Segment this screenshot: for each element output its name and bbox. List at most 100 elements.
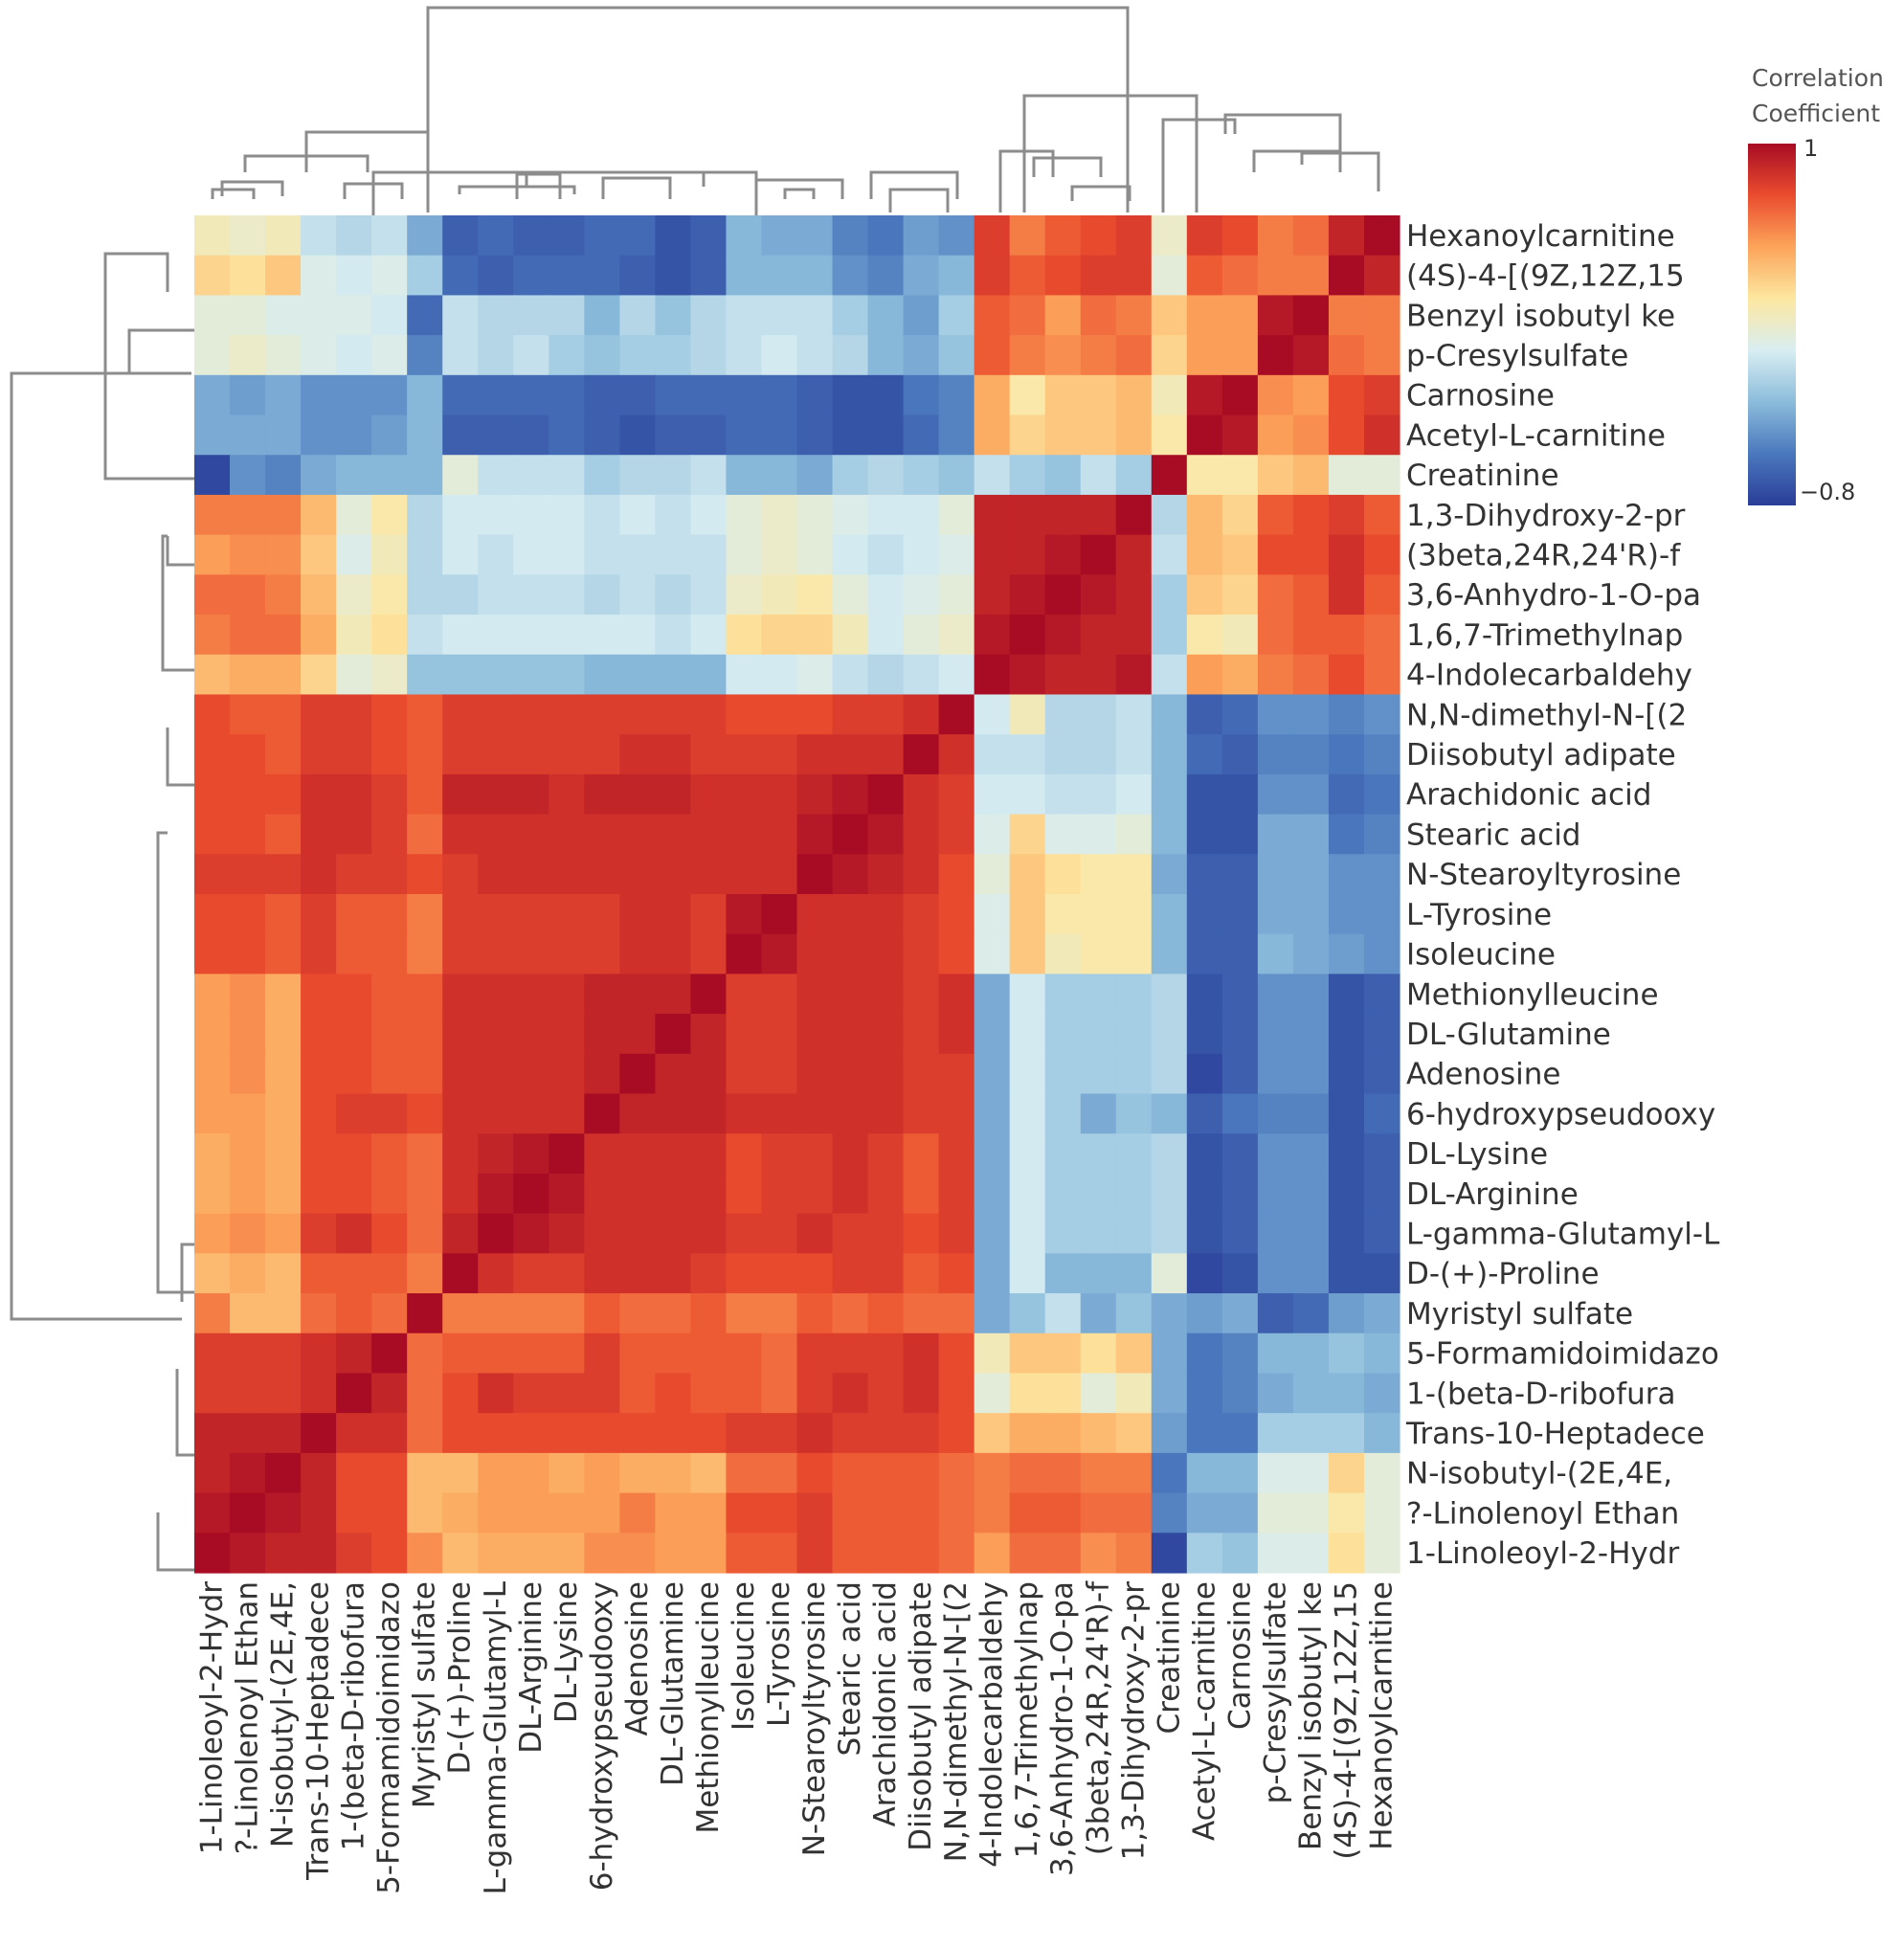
heatmap-cell [867, 1413, 905, 1454]
heatmap-cell [549, 933, 585, 975]
heatmap-cell [549, 534, 585, 575]
heatmap-cell [1009, 534, 1046, 575]
heatmap-cell [1221, 1053, 1259, 1095]
heatmap-cell [655, 1213, 692, 1254]
heatmap-cell [761, 814, 798, 855]
heatmap-cell [584, 615, 620, 656]
heatmap-cell [1257, 1253, 1294, 1294]
heatmap-cell [726, 814, 763, 855]
heatmap-cell [903, 1492, 940, 1534]
heatmap-cell [1044, 1293, 1082, 1334]
heatmap-cell [832, 1533, 869, 1574]
heatmap-cell [1115, 295, 1153, 336]
heatmap-cell [1363, 295, 1400, 336]
heatmap-cell [1328, 1293, 1365, 1334]
heatmap-cell [938, 1293, 975, 1334]
heatmap-cell [761, 1332, 798, 1375]
heatmap-cell [442, 255, 479, 297]
row-label: Acetyl-L-carnitine [1406, 418, 1666, 453]
heatmap-cell [1328, 455, 1365, 496]
heatmap-cell [265, 574, 302, 616]
heatmap-cell [478, 574, 514, 616]
heatmap-cell [230, 814, 266, 855]
heatmap-cell [938, 255, 975, 297]
heatmap-cell [796, 1413, 834, 1454]
colorbar-title-line1: Correlation [1752, 64, 1884, 92]
column-label: 1-(beta-D-ribofura [337, 1581, 371, 1850]
row-label: 1-(beta-D-ribofura [1406, 1377, 1675, 1411]
heatmap-cell [903, 1133, 940, 1175]
heatmap-cell [584, 295, 620, 336]
heatmap-cell [301, 374, 337, 416]
heatmap-cell [1257, 1533, 1294, 1574]
heatmap-cell [478, 1533, 514, 1574]
heatmap-cell [1292, 1173, 1330, 1215]
heatmap-cell [301, 335, 337, 376]
heatmap-cell [690, 1533, 728, 1574]
heatmap-cell [1257, 1373, 1294, 1414]
heatmap-cell [301, 1173, 337, 1215]
heatmap-cell [690, 1173, 728, 1215]
heatmap-cell [301, 894, 337, 935]
heatmap-cell [1328, 335, 1365, 376]
heatmap-cell [265, 215, 302, 257]
heatmap-cell [371, 255, 408, 297]
heatmap-cell [301, 295, 337, 336]
heatmap-cell [442, 1293, 479, 1334]
heatmap-cell [1080, 1133, 1117, 1175]
heatmap-cell [301, 1253, 337, 1294]
heatmap-cell [1151, 534, 1188, 575]
heatmap-cell [442, 814, 479, 855]
heatmap-cell [513, 1413, 549, 1454]
heatmap-cell [265, 615, 302, 656]
heatmap-cell [584, 1413, 620, 1454]
heatmap-cell [513, 734, 549, 775]
heatmap-cell [1009, 814, 1046, 855]
heatmap-cell [796, 894, 834, 935]
column-label: Benzyl isobutyl ke [1293, 1581, 1328, 1850]
heatmap-cell [1151, 574, 1188, 616]
heatmap-cell [194, 374, 231, 416]
heatmap-cell [478, 615, 514, 656]
heatmap-cell [1257, 335, 1294, 376]
heatmap-cell [513, 1053, 549, 1095]
heatmap-cell [513, 1213, 549, 1254]
heatmap-cell [974, 1053, 1011, 1095]
heatmap-cell [867, 894, 905, 935]
heatmap-cell [194, 574, 231, 616]
heatmap-cell [371, 1253, 408, 1294]
heatmap-cell [549, 654, 585, 696]
heatmap-cell [1009, 615, 1046, 656]
heatmap-cell [1363, 1293, 1400, 1334]
heatmap-cell [761, 255, 798, 297]
heatmap-cell [1186, 1093, 1223, 1134]
heatmap-cell [867, 414, 905, 456]
heatmap-cell [1221, 1332, 1259, 1375]
heatmap-cell [974, 1173, 1011, 1215]
heatmap-cell [867, 295, 905, 336]
heatmap-cell [549, 615, 585, 656]
heatmap-cell [1151, 1053, 1188, 1095]
column-label: N,N-dimethyl-N-[(2 [939, 1581, 974, 1862]
heatmap-cell [1221, 374, 1259, 416]
heatmap-cell [371, 1213, 408, 1254]
heatmap-cell [194, 1093, 231, 1134]
heatmap-cell [619, 1133, 656, 1175]
heatmap-cell [1080, 933, 1117, 975]
heatmap-cell [1151, 255, 1188, 297]
heatmap-cell [194, 1213, 231, 1254]
heatmap-cell [1221, 1373, 1259, 1414]
heatmap-cell [230, 335, 266, 376]
heatmap-cell [371, 1332, 408, 1375]
heatmap-cell [194, 1452, 231, 1494]
heatmap-cell [1151, 814, 1188, 855]
heatmap-cell [1186, 1492, 1223, 1534]
heatmap-cell [194, 1293, 231, 1334]
heatmap-cell [1044, 974, 1082, 1015]
heatmap-cell [761, 773, 798, 816]
heatmap-cell [1115, 215, 1153, 257]
heatmap-cell [726, 1492, 763, 1534]
heatmap-cell [832, 534, 869, 575]
heatmap-cell [832, 894, 869, 935]
heatmap-cell [584, 1293, 620, 1334]
